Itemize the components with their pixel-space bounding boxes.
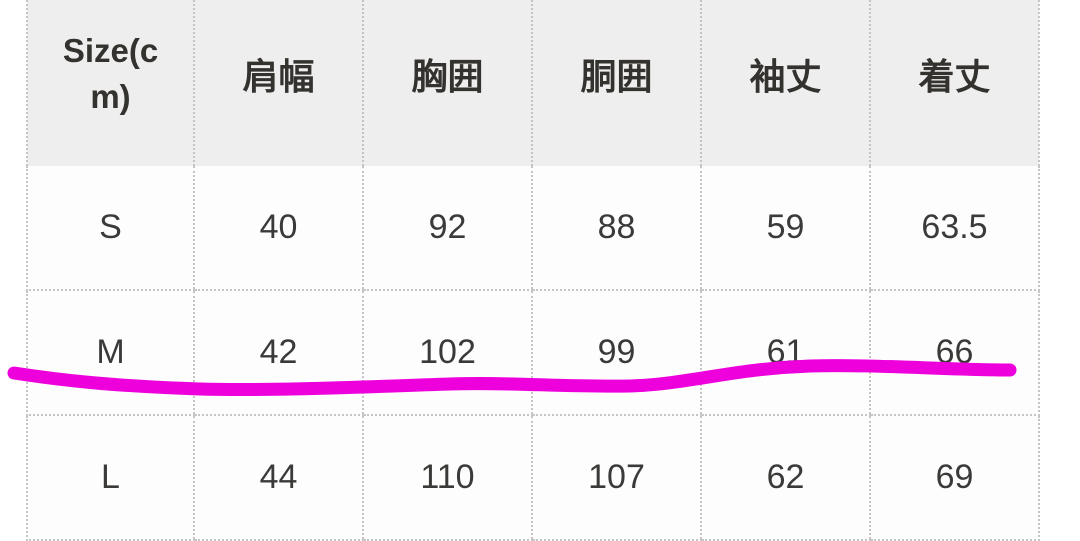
- value-cell: 42: [193, 290, 363, 416]
- value-cell: 69: [869, 415, 1040, 541]
- value-cell: 66: [869, 290, 1040, 416]
- header-cell-shoulder-width: 肩幅: [193, 0, 363, 166]
- size-chart-table: Size(cm) 肩幅 胸囲 胴囲 袖丈 着丈 S 40 92 88 59 63…: [26, 0, 1040, 541]
- value-cell: 61: [700, 290, 870, 416]
- value-cell: 44: [193, 415, 363, 541]
- header-cell-sleeve-length: 袖丈: [700, 0, 870, 166]
- value-cell: 102: [362, 290, 532, 416]
- header-row: Size(cm) 肩幅 胸囲 胴囲 袖丈 着丈: [26, 0, 1040, 166]
- header-cell-waist: 胴囲: [531, 0, 701, 166]
- value-cell: 110: [362, 415, 532, 541]
- size-cell: M: [26, 290, 194, 416]
- value-cell: 59: [700, 166, 870, 291]
- size-cell: S: [26, 166, 194, 291]
- value-cell: 88: [531, 166, 701, 291]
- value-cell: 62: [700, 415, 870, 541]
- header-cell-chest: 胸囲: [362, 0, 532, 166]
- table-row-m: M 42 102 99 61 66: [26, 290, 1040, 416]
- value-cell: 99: [531, 290, 701, 416]
- value-cell: 40: [193, 166, 363, 291]
- table-row-l: L 44 110 107 62 69: [26, 415, 1040, 541]
- header-cell-size: Size(cm): [26, 0, 194, 166]
- value-cell: 63.5: [869, 166, 1040, 291]
- value-cell: 92: [362, 166, 532, 291]
- header-label-size: Size(cm): [62, 32, 159, 115]
- table-row-s: S 40 92 88 59 63.5: [26, 166, 1040, 291]
- header-cell-body-length: 着丈: [869, 0, 1040, 166]
- size-cell: L: [26, 415, 194, 541]
- value-cell: 107: [531, 415, 701, 541]
